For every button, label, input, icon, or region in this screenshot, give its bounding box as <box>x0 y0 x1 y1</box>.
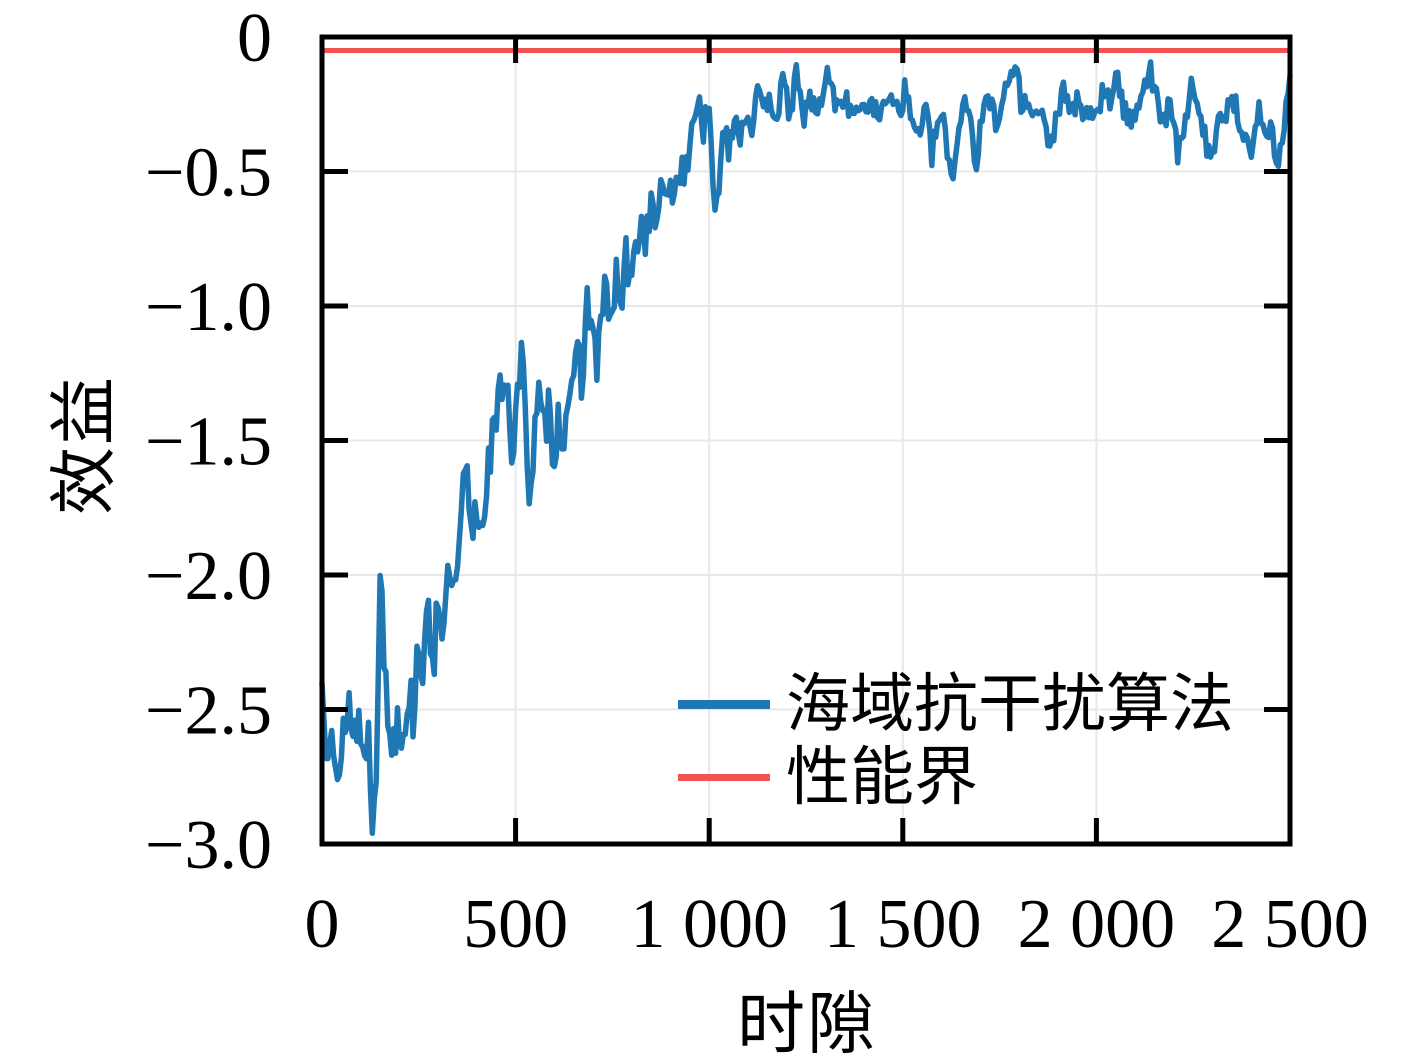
x-tick-label: 500 <box>463 886 568 963</box>
legend-item-bound: 性能界 <box>678 741 1234 814</box>
legend-swatch-bound <box>678 774 770 781</box>
x-tick-label: 0 <box>305 886 340 963</box>
tick-labels: 0 500 1 000 1 500 2 000 2 500 0 −0.5 −1.0 −1.5 −2.… <box>145 0 1369 963</box>
y-tick-label: −0.5 <box>145 135 272 212</box>
y-tick-label: −2.0 <box>145 538 272 615</box>
x-tick-label: 1 500 <box>824 886 982 963</box>
gridlines <box>322 37 1290 844</box>
legend-item-algorithm: 海域抗干扰算法 <box>678 668 1234 741</box>
legend-label-bound: 性能界 <box>786 741 978 813</box>
legend: 海域抗干扰算法 性能界 <box>678 668 1234 814</box>
y-axis-title: 效益 <box>46 374 123 516</box>
y-tick-label: −1.0 <box>145 269 272 346</box>
x-tick-label: 1 000 <box>630 886 788 963</box>
x-axis-title: 时隙 <box>736 986 878 1058</box>
y-tick-label: −1.5 <box>145 404 272 481</box>
y-tick-label: −3.0 <box>145 807 272 884</box>
y-tick-label: 0 <box>237 0 272 77</box>
x-tick-label: 2 500 <box>1211 886 1369 963</box>
y-tick-label: −2.5 <box>145 673 272 750</box>
plot-frame <box>319 34 1293 847</box>
legend-swatch-algorithm <box>678 700 770 709</box>
tick-marks <box>319 34 1293 847</box>
x-tick-label: 2 000 <box>1018 886 1176 963</box>
algorithm-curve <box>319 59 1293 836</box>
legend-label-algorithm: 海域抗干扰算法 <box>786 668 1234 740</box>
